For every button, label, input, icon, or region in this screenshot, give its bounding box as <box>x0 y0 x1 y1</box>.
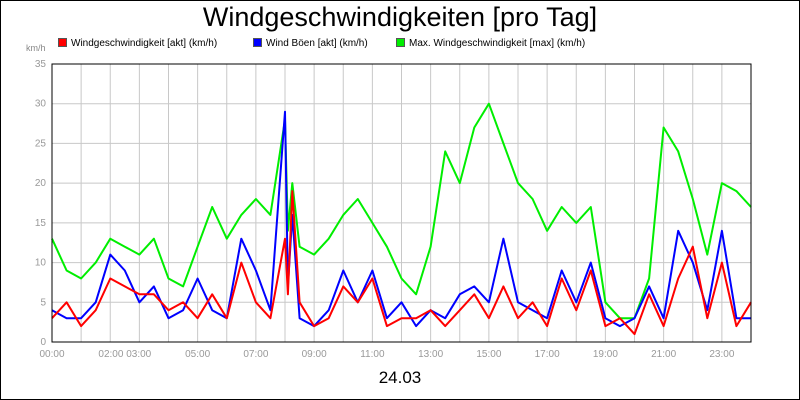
x-tick-label: 19:00 <box>593 349 618 360</box>
x-tick-label: 15:00 <box>476 349 501 360</box>
y-tick-label: 15 <box>35 218 47 229</box>
x-tick-label: 13:00 <box>418 349 443 360</box>
legend-item-max: Max. Windgeschwindigkeit [max] (km/h) <box>396 38 585 49</box>
plot-border <box>51 63 752 343</box>
y-axis-ticks: 0 5 10 15 20 25 30 35 <box>35 59 47 348</box>
x-axis-label: 24.03 <box>378 368 422 387</box>
legend-swatch-blue <box>253 38 262 47</box>
legend-item-boeen: Wind Böen [akt] (km/h) <box>253 38 368 49</box>
y-tick-label: 35 <box>35 59 47 70</box>
series-line-2 <box>51 102 752 320</box>
x-tick-label: 21:00 <box>651 349 676 360</box>
y-tick-label: 20 <box>35 178 47 189</box>
x-tick-label: 05:00 <box>185 349 210 360</box>
legend-swatch-red <box>58 38 67 47</box>
series-line-1 <box>51 110 751 328</box>
y-tick-label: 0 <box>40 337 46 348</box>
series-lines <box>51 102 752 336</box>
x-tick-label: 07:00 <box>243 349 268 360</box>
x-tick-label: 11:00 <box>360 349 385 360</box>
x-tick-label: 23:00 <box>709 349 734 360</box>
legend-label-max: Max. Windgeschwindigkeit [max] (km/h) <box>409 38 586 49</box>
x-tick-label: 00:00 <box>39 349 64 360</box>
y-unit-label: km/h <box>26 43 46 53</box>
legend-label-akt: Windgeschwindigkeit [akt] (km/h) <box>71 38 218 49</box>
x-tick-label: 09:00 <box>302 349 327 360</box>
y-tick-label: 10 <box>35 258 47 269</box>
y-tick-label: 30 <box>35 99 47 110</box>
series-line-0 <box>51 190 752 336</box>
chart-title: Windgeschwindigkeiten [pro Tag] <box>202 2 598 32</box>
legend-label-boeen: Wind Böen [akt] (km/h) <box>266 38 368 49</box>
x-tick-label: 02:00 03:00 <box>98 349 151 360</box>
y-tick-label: 25 <box>35 138 47 149</box>
x-axis-ticks: 00:00 02:00 03:00 05:00 07:00 09:00 11:00 13:0… <box>39 349 734 360</box>
legend-item-akt: Windgeschwindigkeit [akt] (km/h) <box>58 38 217 49</box>
y-tick-label: 5 <box>40 297 46 308</box>
legend-swatch-green <box>396 38 405 47</box>
x-tick-label: 17:00 <box>535 349 560 360</box>
